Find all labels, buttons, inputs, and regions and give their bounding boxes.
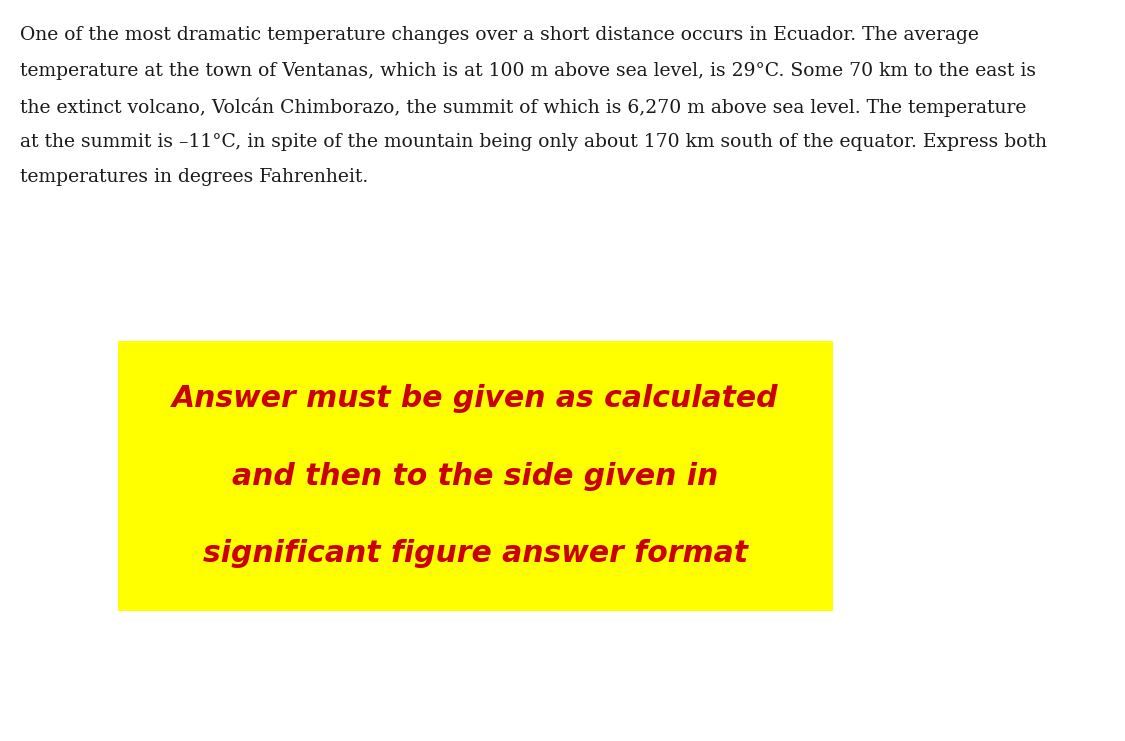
Text: significant figure answer format: significant figure answer format bbox=[202, 539, 748, 568]
FancyBboxPatch shape bbox=[118, 341, 832, 611]
Text: at the summit is –11°C, in spite of the mountain being only about 170 km south o: at the summit is –11°C, in spite of the … bbox=[20, 133, 1047, 150]
Text: and then to the side given in: and then to the side given in bbox=[232, 462, 719, 491]
Text: temperature at the town of Ventanas, which is at 100 m above sea level, is 29°C.: temperature at the town of Ventanas, whi… bbox=[20, 62, 1036, 79]
Text: the extinct volcano, Volcán Chimborazo, the summit of which is 6,270 m above sea: the extinct volcano, Volcán Chimborazo, … bbox=[20, 97, 1027, 116]
Text: One of the most dramatic temperature changes over a short distance occurs in Ecu: One of the most dramatic temperature cha… bbox=[20, 26, 979, 44]
Text: temperatures in degrees Fahrenheit.: temperatures in degrees Fahrenheit. bbox=[20, 168, 369, 186]
Text: Answer must be given as calculated: Answer must be given as calculated bbox=[172, 384, 778, 413]
